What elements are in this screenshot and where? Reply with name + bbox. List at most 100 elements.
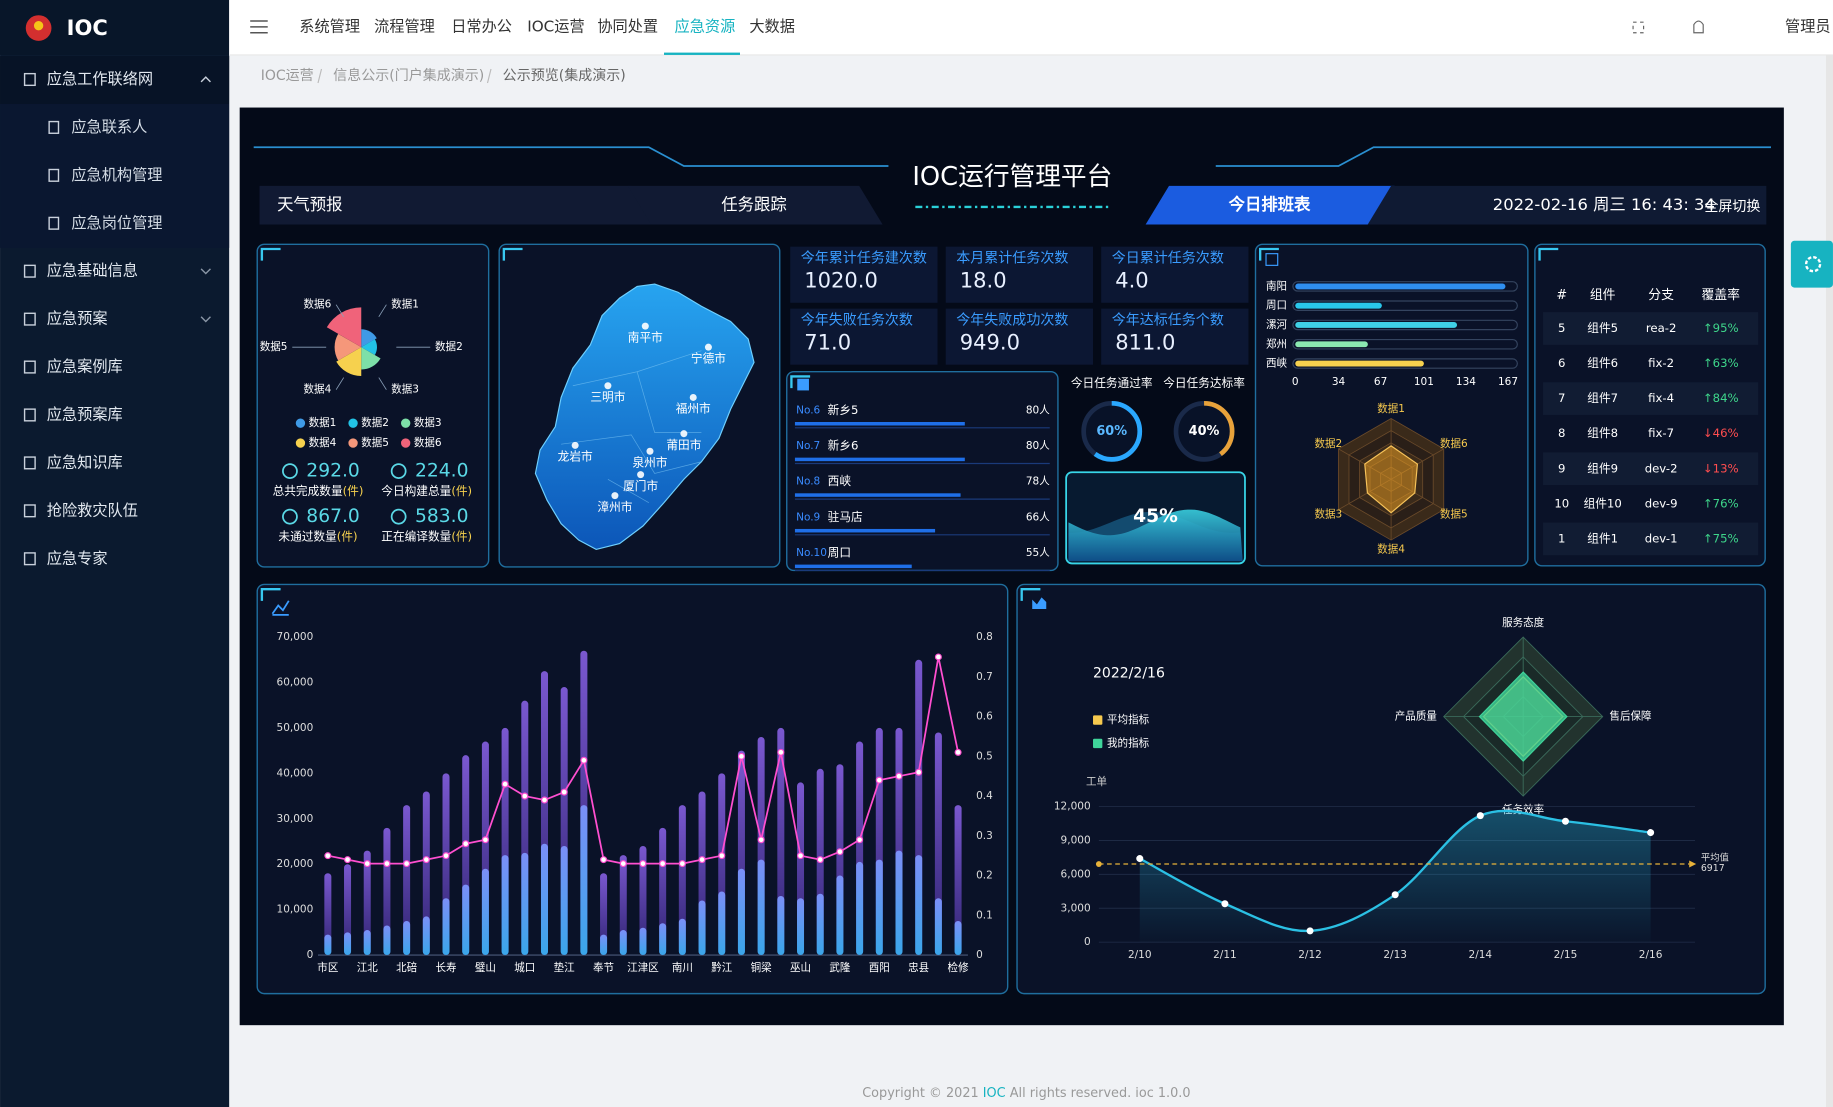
rose-label: 数据3 [391, 383, 419, 396]
rose-petal [361, 347, 381, 370]
menu-icon [23, 72, 36, 87]
nav-item[interactable]: 系统管理 [299, 17, 360, 35]
y-tick-label: 3,000 [1061, 902, 1091, 914]
line-point [580, 756, 588, 764]
legend-label: 数据3 [414, 416, 442, 429]
tab[interactable] [627, 185, 883, 225]
trend-date: 2022/2/16 [1093, 665, 1165, 681]
line-point [481, 836, 489, 844]
hbar-label: 郑州 [1266, 337, 1287, 350]
topbar [229, 0, 1833, 55]
tab[interactable] [259, 185, 655, 225]
bar [462, 884, 470, 956]
tile-label: 本月累计任务次数 [956, 250, 1068, 266]
summary-label: 未通过数量(件) [278, 529, 357, 543]
nav-item[interactable]: 大数据 [749, 17, 795, 35]
settings-button[interactable] [1790, 240, 1833, 288]
bar [659, 923, 667, 956]
bar [895, 850, 903, 956]
fullscreen-toggle[interactable]: 全屏切换 [1704, 198, 1760, 215]
line-point [540, 796, 548, 804]
table-cell: 8 [1558, 426, 1565, 440]
table-cell: fix-2 [1648, 356, 1674, 370]
hbar-label: 南阳 [1266, 279, 1287, 292]
hbar-bar [1295, 341, 1368, 348]
bar [383, 925, 391, 956]
summary-unit: (件) [337, 529, 358, 543]
tab-label[interactable]: 任务跟踪 [721, 195, 786, 214]
table-cell: ↑63% [1703, 356, 1739, 370]
y-tick-label: 70,000 [277, 631, 314, 643]
bar [422, 916, 430, 956]
line-point [797, 852, 805, 860]
rose-label: 数据5 [260, 340, 288, 353]
x-tick-label: 武隆 [829, 961, 851, 974]
line-point [895, 772, 903, 780]
tab-label[interactable]: 天气预报 [277, 195, 342, 214]
nav-item[interactable]: IOC运营 [527, 17, 584, 35]
y2-tick-label: 0.6 [976, 711, 993, 723]
bar [600, 934, 608, 956]
nav-item[interactable]: 应急资源 [675, 17, 736, 35]
tab[interactable] [1145, 185, 1395, 225]
bar [797, 898, 805, 956]
map-boundaries [561, 350, 702, 503]
gauge-value: 40% [1189, 424, 1220, 439]
breadcrumb-separator [486, 68, 492, 84]
tab-label[interactable]: 今日排班表 [1228, 195, 1311, 214]
table-row-bg [1543, 312, 1759, 345]
legend-label: 平均指标 [1107, 713, 1150, 726]
table-row-bg [1543, 522, 1759, 556]
line-point [344, 856, 352, 864]
table-cell: rea-2 [1646, 321, 1677, 335]
city-label: 漳州市 [597, 500, 632, 514]
bar [540, 843, 548, 956]
table-cell: dev-2 [1645, 461, 1678, 475]
table-cell: ↓46% [1703, 426, 1739, 440]
legend-dot [348, 438, 358, 448]
breadcrumb-item[interactable]: 信息公示(门户集成演示) [333, 67, 484, 84]
nav-item[interactable]: 协同处置 [597, 17, 658, 35]
bar [639, 846, 647, 956]
radar-label: 产品质量 [1395, 710, 1438, 723]
combo-icon [271, 600, 290, 616]
hbar-label: 周口 [1266, 300, 1287, 312]
submenu-icon [48, 120, 60, 134]
footer-suffix: All rights reserved. ioc 1.0.0 [1006, 1085, 1191, 1100]
summary-value: 224.0 [415, 461, 469, 482]
x-tick-label: 巫山 [790, 962, 811, 974]
city-dot [571, 441, 579, 449]
legend-dot [348, 418, 358, 428]
legend-label: 数据1 [309, 416, 337, 429]
city-label: 莆田市 [666, 438, 701, 452]
breadcrumb-item[interactable]: IOC运营 [261, 68, 314, 84]
table-cell: 10 [1554, 496, 1569, 510]
city-dot [680, 430, 688, 438]
panel-corner [260, 247, 281, 261]
user-name[interactable]: 管理员 [1785, 17, 1831, 35]
rank-name: 新乡5 [828, 403, 859, 417]
panel-corner [790, 375, 811, 389]
bar [678, 918, 686, 956]
bell-icon[interactable] [1693, 20, 1704, 34]
menu-item: 应急知识库 [47, 453, 123, 471]
hbar-label: 西峡 [1266, 357, 1288, 370]
nav-item[interactable]: 日常办公 [451, 17, 512, 35]
hbar-tick: 34 [1332, 376, 1346, 388]
menu-item: 应急专家 [47, 549, 108, 567]
menu-icon [23, 504, 36, 518]
line-point [324, 852, 332, 860]
header-line-right [1215, 146, 1772, 167]
line-point [639, 860, 647, 868]
nav-item[interactable]: 流程管理 [374, 17, 435, 35]
rank-bar [794, 528, 936, 533]
table-cell: ↑84% [1703, 391, 1739, 405]
summary-icon [282, 508, 298, 525]
y-axis-label: 工单 [1086, 776, 1107, 788]
line-point [1221, 900, 1229, 908]
hbar-tick: 167 [1498, 376, 1518, 388]
rank-bar [794, 564, 912, 569]
summary-unit: (件) [451, 483, 472, 497]
scrollbar [1825, 54, 1833, 1107]
fullscreen-icon[interactable] [1632, 21, 1645, 34]
